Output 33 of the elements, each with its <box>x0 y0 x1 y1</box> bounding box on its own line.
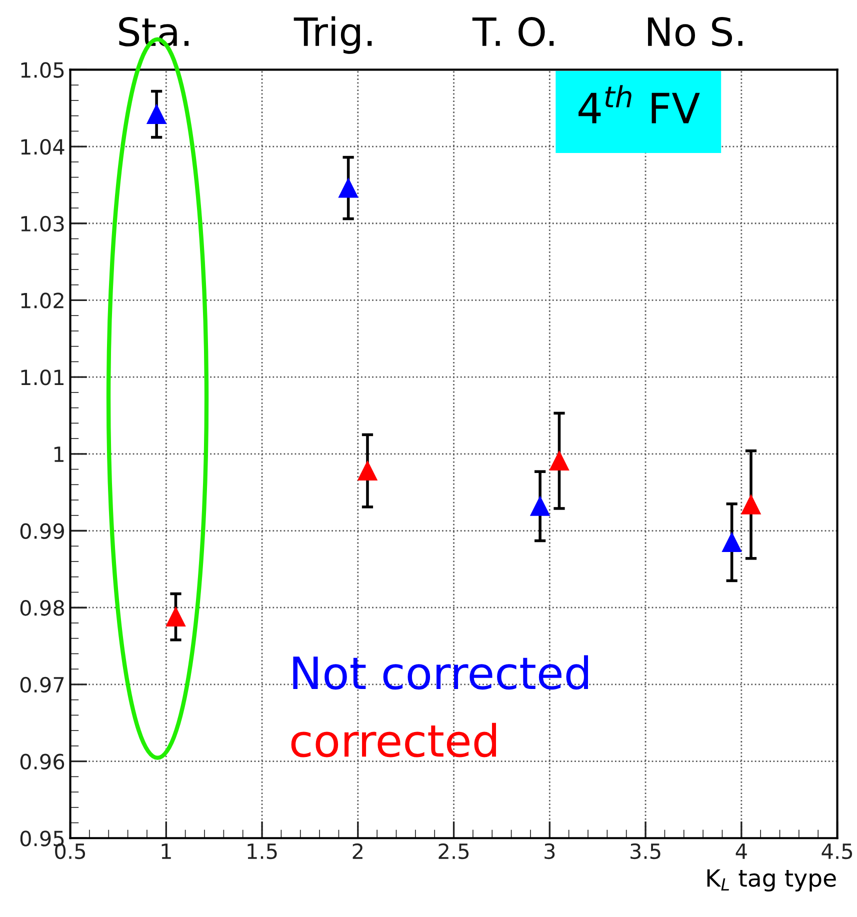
x-tick-label: 3 <box>544 843 555 860</box>
y-tick-label: 1.04 <box>21 138 64 155</box>
text: Not corrected <box>293 655 588 690</box>
point <box>530 496 550 516</box>
point <box>722 532 742 552</box>
x-tick-label: 2 <box>352 843 362 859</box>
text: T. O. <box>472 16 554 46</box>
y-tick-label: 0.98 <box>20 600 64 616</box>
x-tick-label: 1 <box>162 844 171 859</box>
point <box>358 461 378 481</box>
y-tick-label: 1.01 <box>21 370 64 386</box>
point <box>166 607 186 627</box>
annotation: 4$^{th}$ FV <box>578 85 700 124</box>
y-tick-label: 0.99 <box>20 523 64 539</box>
text: No S. <box>648 16 742 46</box>
y-tick-label: 1.03 <box>21 216 64 232</box>
x-tick-label: 4.5 <box>822 844 852 860</box>
x-tick-label: 1.5 <box>248 844 277 860</box>
y-tick-label: 1.02 <box>21 292 64 308</box>
y-tick-label: 1.05 <box>21 62 64 78</box>
text: Trig. <box>294 16 372 54</box>
point <box>146 104 166 124</box>
x-axis-title: K$_{L}$ tag type <box>707 869 836 892</box>
y-tick-label: 0.97 <box>20 676 64 693</box>
text: corrected <box>291 722 496 758</box>
point <box>550 451 569 471</box>
x-tick-label: 2.5 <box>438 843 469 860</box>
point <box>741 494 761 514</box>
y-tick-label: 1 <box>54 446 64 462</box>
point <box>338 178 358 198</box>
x-tick-label: 3.5 <box>630 843 660 860</box>
x-tick-label: 4 <box>736 844 747 859</box>
y-tick-label: 0.96 <box>20 754 64 770</box>
